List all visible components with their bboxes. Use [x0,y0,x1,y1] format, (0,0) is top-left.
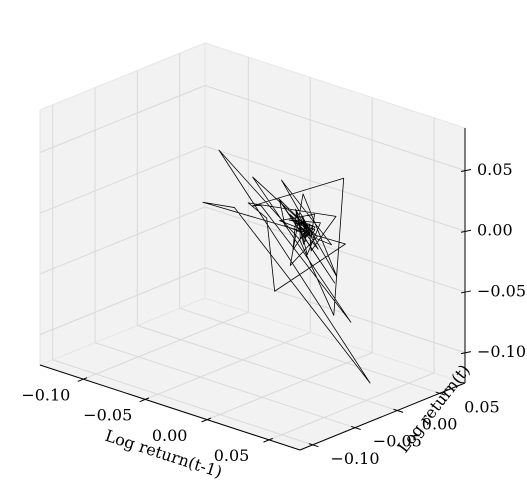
y-tick-label: −0.05 [373,432,422,451]
z-tick-label: −0.05 [477,281,526,300]
x-tick-mark [139,397,150,403]
y-tick-mark [351,425,361,431]
x-tick-mark [263,437,273,443]
x-tick-mark [201,417,212,423]
z-gridline-left [39,145,206,214]
chart-tick-marks [77,169,472,448]
z-tick-label: −0.10 [477,342,526,361]
y-tick-label: 0.05 [464,397,500,416]
chart-series [202,149,371,384]
y-tick-mark [393,408,404,413]
y-tick-mark [435,391,446,396]
y-gridline-floor [137,325,398,411]
z-gridline-back [204,267,466,354]
x-gridline-floor [206,352,373,421]
x-tick-mark [77,377,88,382]
z-tick-mark [460,169,472,172]
z-tick-mark [460,351,472,355]
z-tick-label: 0.00 [477,221,513,240]
y-axis-line [299,382,466,451]
series-line-0 [202,149,371,384]
x-tick-label: −0.05 [83,406,132,425]
x-tick-label: 0.00 [152,426,188,445]
chart-gridlines [39,53,466,446]
z-gridline-back [204,145,466,232]
y-gridline-floor [94,342,356,429]
y-tick-label: 0.00 [422,415,458,434]
y-tick-label: −0.10 [330,449,379,468]
z-tick-label: 0.05 [477,160,513,179]
x-tick-label: −0.10 [21,385,70,404]
y-gridline-floor [52,359,313,446]
y-gridline-floor [179,307,440,394]
z-tick-mark [460,290,472,294]
z-gridline-back [204,206,466,293]
z-gridline-left [39,206,206,275]
x-gridline-floor [83,311,249,380]
chart-tick-labels: −0.10−0.050.000.05 −0.10−0.050.000.05−0.1… [21,160,526,468]
z-gridline-left [39,85,206,153]
z-tick-mark [460,229,472,233]
x-tick-label: 0.05 [214,446,250,465]
chart-panes [38,42,467,451]
y-tick-mark [308,443,319,448]
z-gridline-left [39,267,206,336]
x-gridline-floor [145,331,311,400]
x-gridline-floor [268,372,435,441]
z-gridline-back [204,85,466,171]
